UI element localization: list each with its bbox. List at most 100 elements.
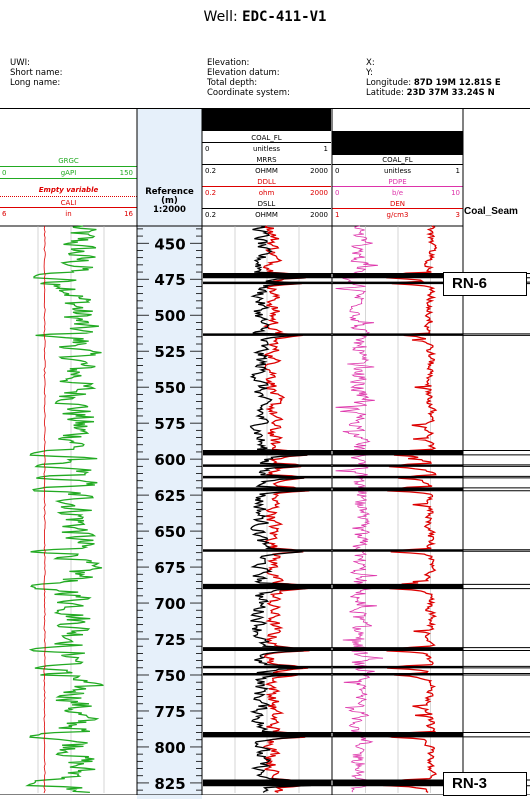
grgc-name: GRGC: [58, 157, 79, 165]
den-curve: [382, 225, 438, 793]
mrrs-max: 2000: [310, 167, 328, 175]
depth-label: 625: [154, 487, 185, 505]
dsll-unit: OHMM: [255, 211, 278, 219]
long-name-label: Long name:: [10, 78, 61, 88]
depth-label: 550: [154, 379, 185, 397]
longitude-label: Longitude:: [366, 78, 412, 88]
depth-label: 575: [154, 415, 185, 433]
ddll-max: 2000: [310, 189, 328, 197]
grgc-unit: gAPI: [60, 169, 77, 177]
track-res-header: COAL_FL 0 unitless 1 MRRS 0.2 OHMM 2000 …: [202, 109, 331, 422]
coord-system-label: Coordinate system:: [207, 88, 290, 98]
depth-label: 600: [154, 451, 185, 469]
coal-seam-band-den: [333, 487, 463, 491]
track-den-header: COAL_FL 0 unitless 1 PDPE 0 b/e 10 DEN 1…: [332, 109, 463, 422]
pdpe-curve: [335, 225, 384, 793]
coal-seam-band-den: [333, 282, 463, 284]
res-coalfl-rule: [202, 142, 331, 143]
grgc-curve: [25, 225, 104, 794]
elevation-block: Elevation: Elevation datum: Total depth:…: [207, 58, 290, 98]
cali-curve: [43, 225, 46, 794]
depth-label: 525: [154, 343, 185, 361]
latitude-value: 23D 37M 33.24S N: [406, 88, 495, 98]
coal-seam-band-den: [333, 780, 463, 786]
depth-label: 475: [154, 271, 185, 289]
depth-label: 675: [154, 559, 185, 577]
mrrs-name: MRRS: [256, 156, 277, 164]
cali-rule: [0, 207, 137, 208]
res-coalfl-min: 0: [205, 145, 210, 153]
depth-label: 750: [154, 667, 185, 685]
header-divider: [0, 0, 530, 109]
depth-axis-scale: 1:2000: [153, 205, 186, 215]
coal-seam-band-res: [203, 282, 331, 284]
depth-axis-title-line1: Reference: [145, 187, 194, 197]
coal-seam-band-den: [333, 273, 463, 278]
den-coalfl-unit: unitless: [383, 167, 412, 175]
cali-name: CALI: [60, 199, 77, 207]
den-max: 3: [455, 211, 460, 219]
total-depth-label: Total depth:: [207, 78, 258, 88]
cali-min: 6: [2, 210, 7, 218]
coal-seam-band-res: [203, 487, 331, 491]
coal-seam-band-den: [333, 584, 463, 589]
coordinate-block: X: Y: Longitude: 87D 19M 12.81S E Latitu…: [366, 58, 501, 98]
coal-seam-band-res: [203, 450, 331, 455]
well-name: EDC-411-V1: [242, 9, 327, 25]
ddll-curve: [261, 225, 311, 794]
dsll-min: 0.2: [205, 211, 217, 219]
den-coalfl-rule: [332, 164, 463, 165]
uwi-label: UWI:: [10, 58, 30, 68]
well-id-block: UWI: Short name: Long name:: [10, 58, 62, 88]
coal-seam-band-res: [203, 464, 331, 467]
coal-seam-band-res: [203, 549, 331, 552]
den-coalfl-max: 1: [455, 167, 460, 175]
depth-label: 650: [154, 523, 185, 541]
depth-label: 500: [154, 307, 185, 325]
latitude-label: Latitude:: [366, 88, 404, 98]
mrrs-unit: OHMM: [255, 167, 278, 175]
ddll-unit: ohm: [258, 189, 275, 197]
grgc-min: 0: [2, 169, 7, 177]
coal-seam-band-den: [333, 673, 463, 676]
elevation-label: Elevation:: [207, 58, 250, 68]
res-coalfl-max: 1: [323, 145, 328, 153]
dsll-curve: [249, 225, 312, 793]
res-coal-flag-bar: [202, 109, 331, 131]
ddll-name: DDLL: [257, 178, 276, 186]
coal-seam-band-den: [333, 464, 463, 467]
res-coalfl-unit: unitless: [252, 145, 281, 153]
pdpe-max: 10: [451, 189, 460, 197]
mrrs-min: 0.2: [205, 167, 217, 175]
coal-seam-band-den: [333, 666, 463, 668]
track-gr-header: GRGC 0 gAPI 150 Empty variable CALI 6 in…: [0, 109, 137, 422]
short-name-label: Short name:: [10, 68, 63, 78]
annotation-rn-6: RN-6: [443, 271, 527, 296]
coal-seam-band-res: [203, 732, 331, 737]
depth-label: 450: [154, 235, 185, 253]
empty-variable-name: Empty variable: [38, 186, 99, 194]
den-name: DEN: [389, 200, 406, 208]
depth-label: 825: [154, 775, 185, 793]
grgc-max: 150: [119, 169, 133, 177]
coal-seam-band-den: [333, 647, 463, 651]
coal-seam-band-res: [203, 584, 331, 589]
depth-label: 700: [154, 595, 185, 613]
coal-seam-band-res: [203, 647, 331, 651]
well-label: Well:: [203, 9, 238, 25]
depth-label: 775: [154, 703, 185, 721]
coal-seam-band-den: [333, 549, 463, 552]
grgc-rule: [0, 166, 137, 167]
dsll-max: 2000: [310, 211, 328, 219]
coal-seam-band-den: [333, 476, 463, 478]
pdpe-unit: b/e: [391, 189, 404, 197]
longitude-value: 87D 19M 12.81S E: [413, 78, 501, 88]
well-title: Well: EDC-411-V1: [0, 9, 530, 25]
grgc-rule2: [0, 178, 137, 179]
cali-max: 16: [124, 210, 133, 218]
res-coalfl-name: COAL_FL: [251, 134, 282, 142]
coal-seam-band-res: [203, 780, 331, 786]
annotation-rn-3: RN-3: [443, 772, 527, 797]
den-rule: [332, 208, 463, 209]
coal-seam-band-den: [333, 333, 463, 336]
